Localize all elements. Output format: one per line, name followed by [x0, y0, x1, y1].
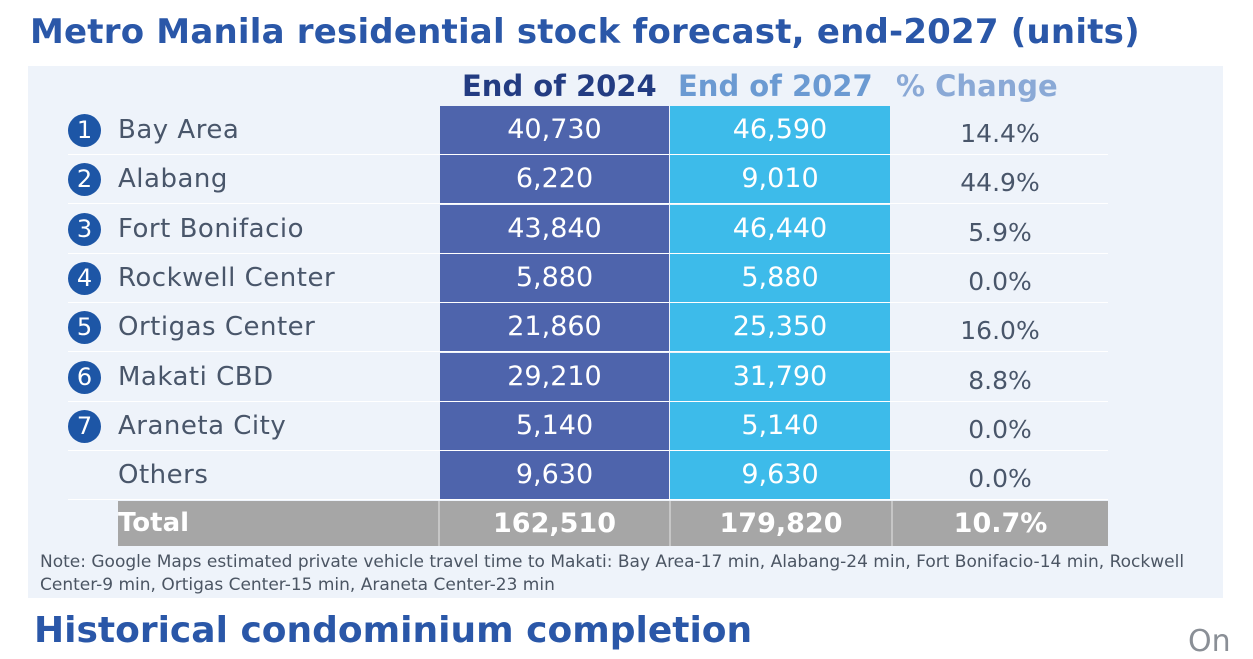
row-number-badge: 2 [68, 163, 101, 196]
table-row: 7 Araneta City 5,140 5,140 0.0% [0, 402, 1253, 451]
row-number-badge: 1 [68, 114, 101, 147]
row-separator [68, 203, 1108, 204]
footnote: Note: Google Maps estimated private vehi… [40, 552, 1185, 595]
end-2024-cell: 40,730 [440, 106, 669, 154]
table-row: Others 9,630 9,630 0.0% [0, 451, 1253, 500]
next-section-title: Historical condominium completion [34, 610, 753, 651]
row-label: Rockwell Center [118, 263, 336, 293]
end-2024-cell: 5,880 [440, 254, 669, 302]
total-label: Total [118, 508, 190, 538]
table-row: 1 Bay Area 40,730 46,590 14.4% [0, 106, 1253, 155]
table-row: 2 Alabang 6,220 9,010 44.9% [0, 155, 1253, 204]
pct-change-cell: 8.8% [968, 366, 1032, 395]
end-2024-cell: 29,210 [440, 353, 669, 401]
end-2027-cell: 46,590 [670, 106, 890, 154]
table-row: 3 Fort Bonifacio 43,840 46,440 5.9% [0, 205, 1253, 254]
row-separator [68, 154, 1108, 155]
end-2024-cell: 43,840 [440, 205, 669, 253]
end-2027-cell: 46,440 [670, 205, 890, 253]
column-header-end-2027: End of 2027 [678, 69, 873, 103]
total-end-2027: 179,820 [719, 508, 843, 539]
pct-change-cell: 44.9% [960, 168, 1040, 197]
row-number-badge: 4 [68, 262, 101, 295]
column-header-pct-change: % Change [896, 69, 1058, 103]
table-row: 4 Rockwell Center 5,880 5,880 0.0% [0, 254, 1253, 303]
row-number-badge: 5 [68, 311, 101, 344]
column-header-end-2024: End of 2024 [462, 69, 657, 103]
row-separator [68, 253, 1108, 254]
row-label: Alabang [118, 164, 228, 194]
row-label: Araneta City [118, 411, 287, 441]
row-label: Fort Bonifacio [118, 214, 305, 244]
chart-title: Metro Manila residential stock forecast,… [30, 12, 1140, 52]
table-row: 6 Makati CBD 29,210 31,790 8.8% [0, 353, 1253, 402]
pct-change-cell: 0.0% [968, 267, 1032, 296]
total-divider [891, 501, 893, 546]
row-label: Ortigas Center [118, 312, 316, 342]
pct-change-cell: 0.0% [968, 464, 1032, 493]
row-number-badge: 3 [68, 213, 101, 246]
end-2024-cell: 5,140 [440, 402, 669, 450]
pct-change-cell: 16.0% [960, 316, 1040, 345]
end-2027-cell: 25,350 [670, 303, 890, 351]
end-2027-cell: 31,790 [670, 353, 890, 401]
row-number-badge: 7 [68, 410, 101, 443]
row-number-badge: 6 [68, 361, 101, 394]
pct-change-cell: 0.0% [968, 415, 1032, 444]
total-pct-change: 10.7% [953, 508, 1048, 539]
total-end-2024: 162,510 [493, 508, 616, 539]
end-2024-cell: 9,630 [440, 451, 669, 499]
end-2027-cell: 5,880 [670, 254, 890, 302]
cropped-corner-text: On [1188, 624, 1231, 659]
end-2027-cell: 5,140 [670, 402, 890, 450]
row-separator [68, 450, 1108, 451]
end-2027-cell: 9,010 [670, 155, 890, 203]
row-label: Makati CBD [118, 362, 274, 392]
pct-change-cell: 14.4% [960, 119, 1040, 148]
total-divider [438, 501, 440, 546]
end-2027-cell: 9,630 [670, 451, 890, 499]
row-separator [68, 401, 1108, 402]
total-row: Total 162,510 179,820 10.7% [118, 501, 1108, 546]
row-separator [68, 302, 1108, 303]
end-2024-cell: 6,220 [440, 155, 669, 203]
end-2024-cell: 21,860 [440, 303, 669, 351]
row-separator [68, 351, 1108, 352]
table-row: 5 Ortigas Center 21,860 25,350 16.0% [0, 303, 1253, 352]
row-label: Others [118, 460, 209, 490]
row-separator [68, 499, 1108, 500]
total-divider [669, 501, 671, 546]
row-label: Bay Area [118, 115, 240, 145]
pct-change-cell: 5.9% [968, 218, 1032, 247]
